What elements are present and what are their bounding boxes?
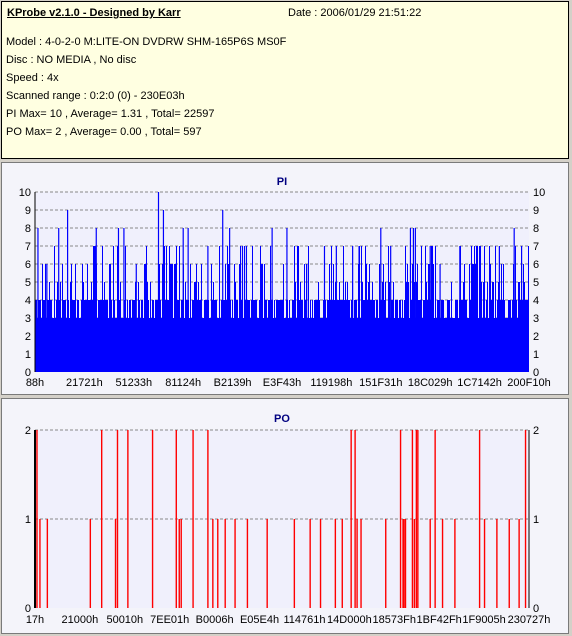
pi-x-tick-label: 151F31h: [359, 377, 402, 389]
pi-x-tick-label: 200F10h: [507, 377, 550, 389]
po-bars: [36, 430, 527, 608]
po-y-tick-right: 0: [533, 603, 539, 615]
pi-x-tick-label: B2139h: [214, 377, 252, 389]
pi-y-tick-right: 4: [533, 295, 539, 307]
pi-x-tick-label: 51233h: [115, 377, 152, 389]
pi-x-tick-label: E3F43h: [263, 377, 302, 389]
pi-x-tick-label: 21721h: [66, 377, 103, 389]
po-chart-title: PO: [274, 413, 290, 425]
info-speed: Speed : 4x: [6, 72, 59, 84]
po-x-tick-label: 7EE01h: [150, 614, 189, 626]
pi-y-tick-right: 0: [533, 367, 539, 379]
info-disc: Disc : NO MEDIA , No disc: [6, 54, 137, 66]
po-x-tick-label: 18573Fh: [373, 614, 416, 626]
pi-y-tick-right: 2: [533, 331, 539, 343]
info-model: Model : 4-0-2-0 M:LITE-ON DVDRW SHM-165P…: [6, 36, 287, 48]
po-y-tick-right: 2: [533, 425, 539, 437]
pi-y-tick-left: 4: [25, 295, 31, 307]
pi-y-tick-right: 7: [533, 241, 539, 253]
pi-x-tick-label: 81124h: [165, 377, 201, 389]
info-panel: KProbe v2.1.0 - Designed by Karr Date : …: [1, 1, 569, 159]
po-x-tick-label: 230727h: [508, 614, 551, 626]
po-y-tick-right: 1: [533, 514, 539, 526]
pi-y-tick-right: 6: [533, 259, 539, 271]
po-x-tick-label: 17h: [26, 614, 44, 626]
pi-y-tick-left: 7: [25, 241, 31, 253]
po-x-tick-label: E05E4h: [240, 614, 279, 626]
info-pi-stats: PI Max= 10 , Average= 1.31 , Total= 2259…: [6, 108, 215, 120]
po-y-tick-left: 0: [25, 603, 31, 615]
pi-y-tick-left: 0: [25, 367, 31, 379]
po-x-tick-label: 1F9005h: [462, 614, 505, 626]
pi-y-tick-right: 8: [533, 223, 539, 235]
pi-y-tick-right: 10: [533, 187, 545, 199]
po-y-tick-left: 2: [25, 425, 31, 437]
po-x-tick-label: 114761h: [283, 614, 325, 626]
pi-y-tick-left: 5: [25, 277, 31, 289]
scan-date: Date : 2006/01/29 21:51:22: [288, 7, 422, 19]
app-title: KProbe v2.1.0 - Designed by Karr: [7, 7, 181, 19]
info-po-stats: PO Max= 2 , Average= 0.00 , Total= 597: [6, 126, 202, 138]
po-x-tick-label: 1BF42Fh: [417, 614, 462, 626]
po-x-tick-label: B0006h: [196, 614, 234, 626]
info-scanned-range: Scanned range : 0:2:0 (0) - 230E03h: [6, 90, 185, 102]
pi-y-tick-left: 2: [25, 331, 31, 343]
pi-y-tick-right: 1: [533, 349, 539, 361]
po-x-tick-label: 14D000h: [327, 614, 372, 626]
po-y-tick-left: 1: [25, 514, 31, 526]
pi-x-tick-label: 119198h: [310, 377, 352, 389]
pi-x-tick-label: 88h: [26, 377, 44, 389]
pi-bars: [35, 192, 529, 372]
po-x-tick-label: 21000h: [62, 614, 99, 626]
pi-y-tick-right: 3: [533, 313, 539, 325]
pi-y-tick-left: 8: [25, 223, 31, 235]
pi-y-tick-left: 3: [25, 313, 31, 325]
pi-y-tick-left: 10: [19, 187, 31, 199]
pi-x-tick-label: 1C7142h: [457, 377, 502, 389]
po-x-tick-label: 50010h: [106, 614, 143, 626]
pi-y-tick-right: 5: [533, 277, 539, 289]
pi-x-tick-label: 18C029h: [408, 377, 453, 389]
pi-chart-title: PI: [277, 176, 287, 188]
pi-y-tick-left: 6: [25, 259, 31, 271]
pi-y-tick-left: 9: [25, 205, 31, 217]
pi-y-tick-right: 9: [533, 205, 539, 217]
pi-y-tick-left: 1: [25, 349, 31, 361]
